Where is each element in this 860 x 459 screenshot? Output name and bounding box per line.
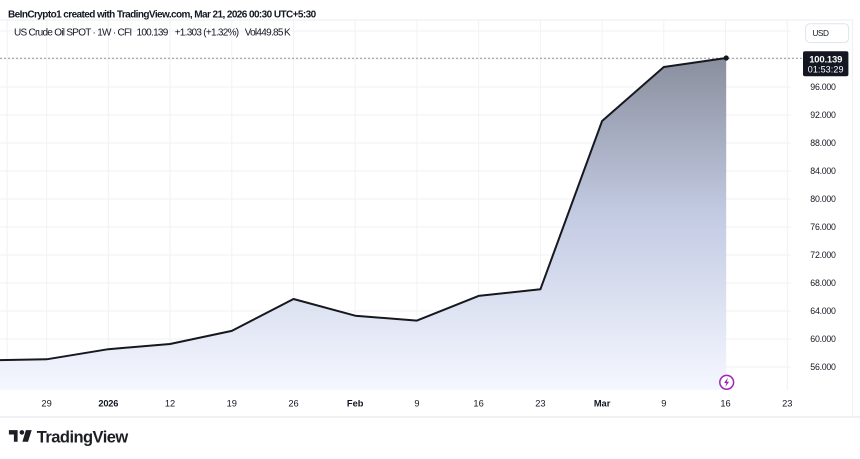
svg-text:92.000: 92.000 (810, 110, 836, 120)
svg-text:19: 19 (227, 398, 237, 408)
svg-text:16: 16 (720, 398, 730, 408)
svg-text:29: 29 (41, 398, 51, 408)
svg-text:23: 23 (535, 398, 545, 408)
svg-text:9: 9 (414, 398, 419, 408)
svg-text:88.000: 88.000 (810, 138, 836, 148)
svg-text:16: 16 (473, 398, 483, 408)
svg-text:BeInCrypto1 created with Tradi: BeInCrypto1 created with TradingView.com… (8, 10, 317, 21)
svg-text:Vol449.85 K: Vol449.85 K (245, 28, 291, 39)
svg-text:USD: USD (812, 28, 829, 38)
svg-text:60.000: 60.000 (810, 334, 836, 344)
svg-text:TradingView: TradingView (37, 428, 129, 446)
svg-text:96.000: 96.000 (810, 82, 836, 92)
svg-text:01:53:29: 01:53:29 (808, 65, 844, 75)
svg-text:64.000: 64.000 (810, 306, 836, 316)
svg-text:+1.303 (+1.32%): +1.303 (+1.32%) (175, 28, 239, 39)
svg-text:US Crude Oil SPOT · 1W · CFI: US Crude Oil SPOT · 1W · CFI (14, 28, 131, 39)
svg-text:76.000: 76.000 (810, 222, 836, 232)
svg-text:Feb: Feb (347, 398, 364, 408)
svg-text:Mar: Mar (594, 398, 611, 408)
svg-text:100.139: 100.139 (809, 54, 842, 65)
svg-text:56.000: 56.000 (810, 362, 836, 372)
svg-text:9: 9 (661, 398, 666, 408)
svg-text:84.000: 84.000 (810, 166, 836, 176)
svg-text:26: 26 (288, 398, 298, 408)
svg-text:23: 23 (782, 398, 792, 408)
svg-text:68.000: 68.000 (810, 278, 836, 288)
svg-text:72.000: 72.000 (810, 250, 836, 260)
svg-text:100.139: 100.139 (137, 28, 169, 39)
svg-text:80.000: 80.000 (810, 194, 836, 204)
svg-text:12: 12 (165, 398, 175, 408)
svg-text:2026: 2026 (98, 398, 118, 408)
